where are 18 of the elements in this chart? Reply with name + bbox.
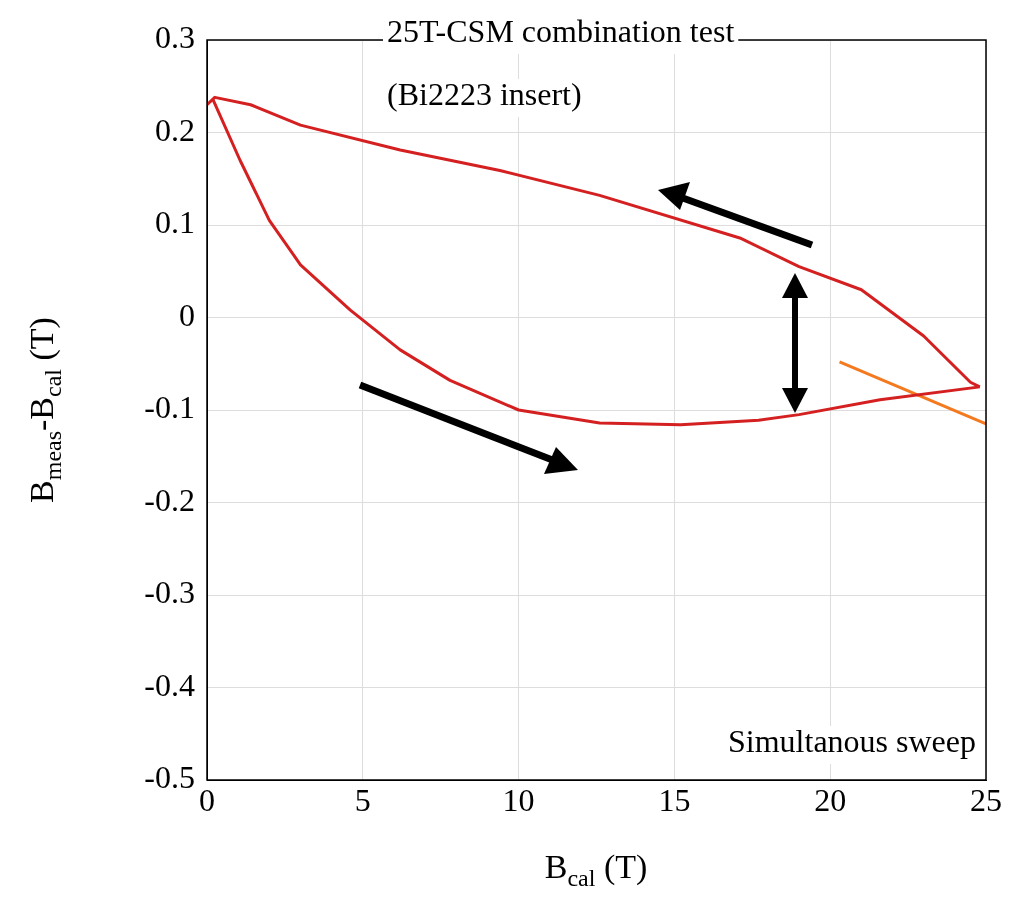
x-tick-label: 20 (814, 781, 847, 818)
annotation: Simultanous sweep (728, 723, 976, 760)
x-tick-label: 15 (658, 781, 691, 818)
y-tick-label: 0.3 (155, 19, 195, 56)
y-tick-label: -0.2 (144, 481, 195, 518)
annotation: 25T-CSM combination test (387, 13, 735, 50)
y-tick-label: 0.2 (155, 111, 195, 148)
y-tick-label: -0.5 (144, 759, 195, 796)
x-tick-label: 25 (970, 781, 1002, 818)
x-tick-label: 5 (354, 781, 371, 818)
y-tick-label: -0.3 (144, 574, 195, 611)
y-tick-label: -0.1 (144, 389, 195, 426)
y-tick-label: 0 (179, 296, 195, 333)
y-tick-label: -0.4 (144, 666, 195, 703)
x-axis-title: B$_{cal}$ (T) (544, 848, 648, 892)
y-tick-label: 0.1 (155, 204, 195, 241)
annotation: (Bi2223 insert) (387, 76, 582, 113)
x-tick-label: 10 (502, 781, 535, 818)
